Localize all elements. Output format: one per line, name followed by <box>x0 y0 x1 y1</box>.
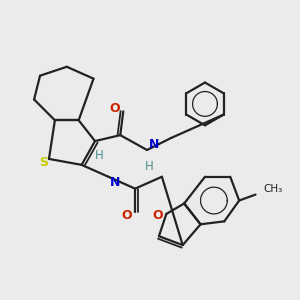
Text: O: O <box>122 209 132 222</box>
Text: N: N <box>110 176 120 189</box>
Text: S: S <box>39 156 48 169</box>
Text: O: O <box>110 102 120 115</box>
Text: O: O <box>152 209 163 222</box>
Text: CH₃: CH₃ <box>264 184 283 194</box>
Text: H: H <box>145 160 154 173</box>
Text: N: N <box>148 138 159 151</box>
Text: H: H <box>94 149 103 162</box>
